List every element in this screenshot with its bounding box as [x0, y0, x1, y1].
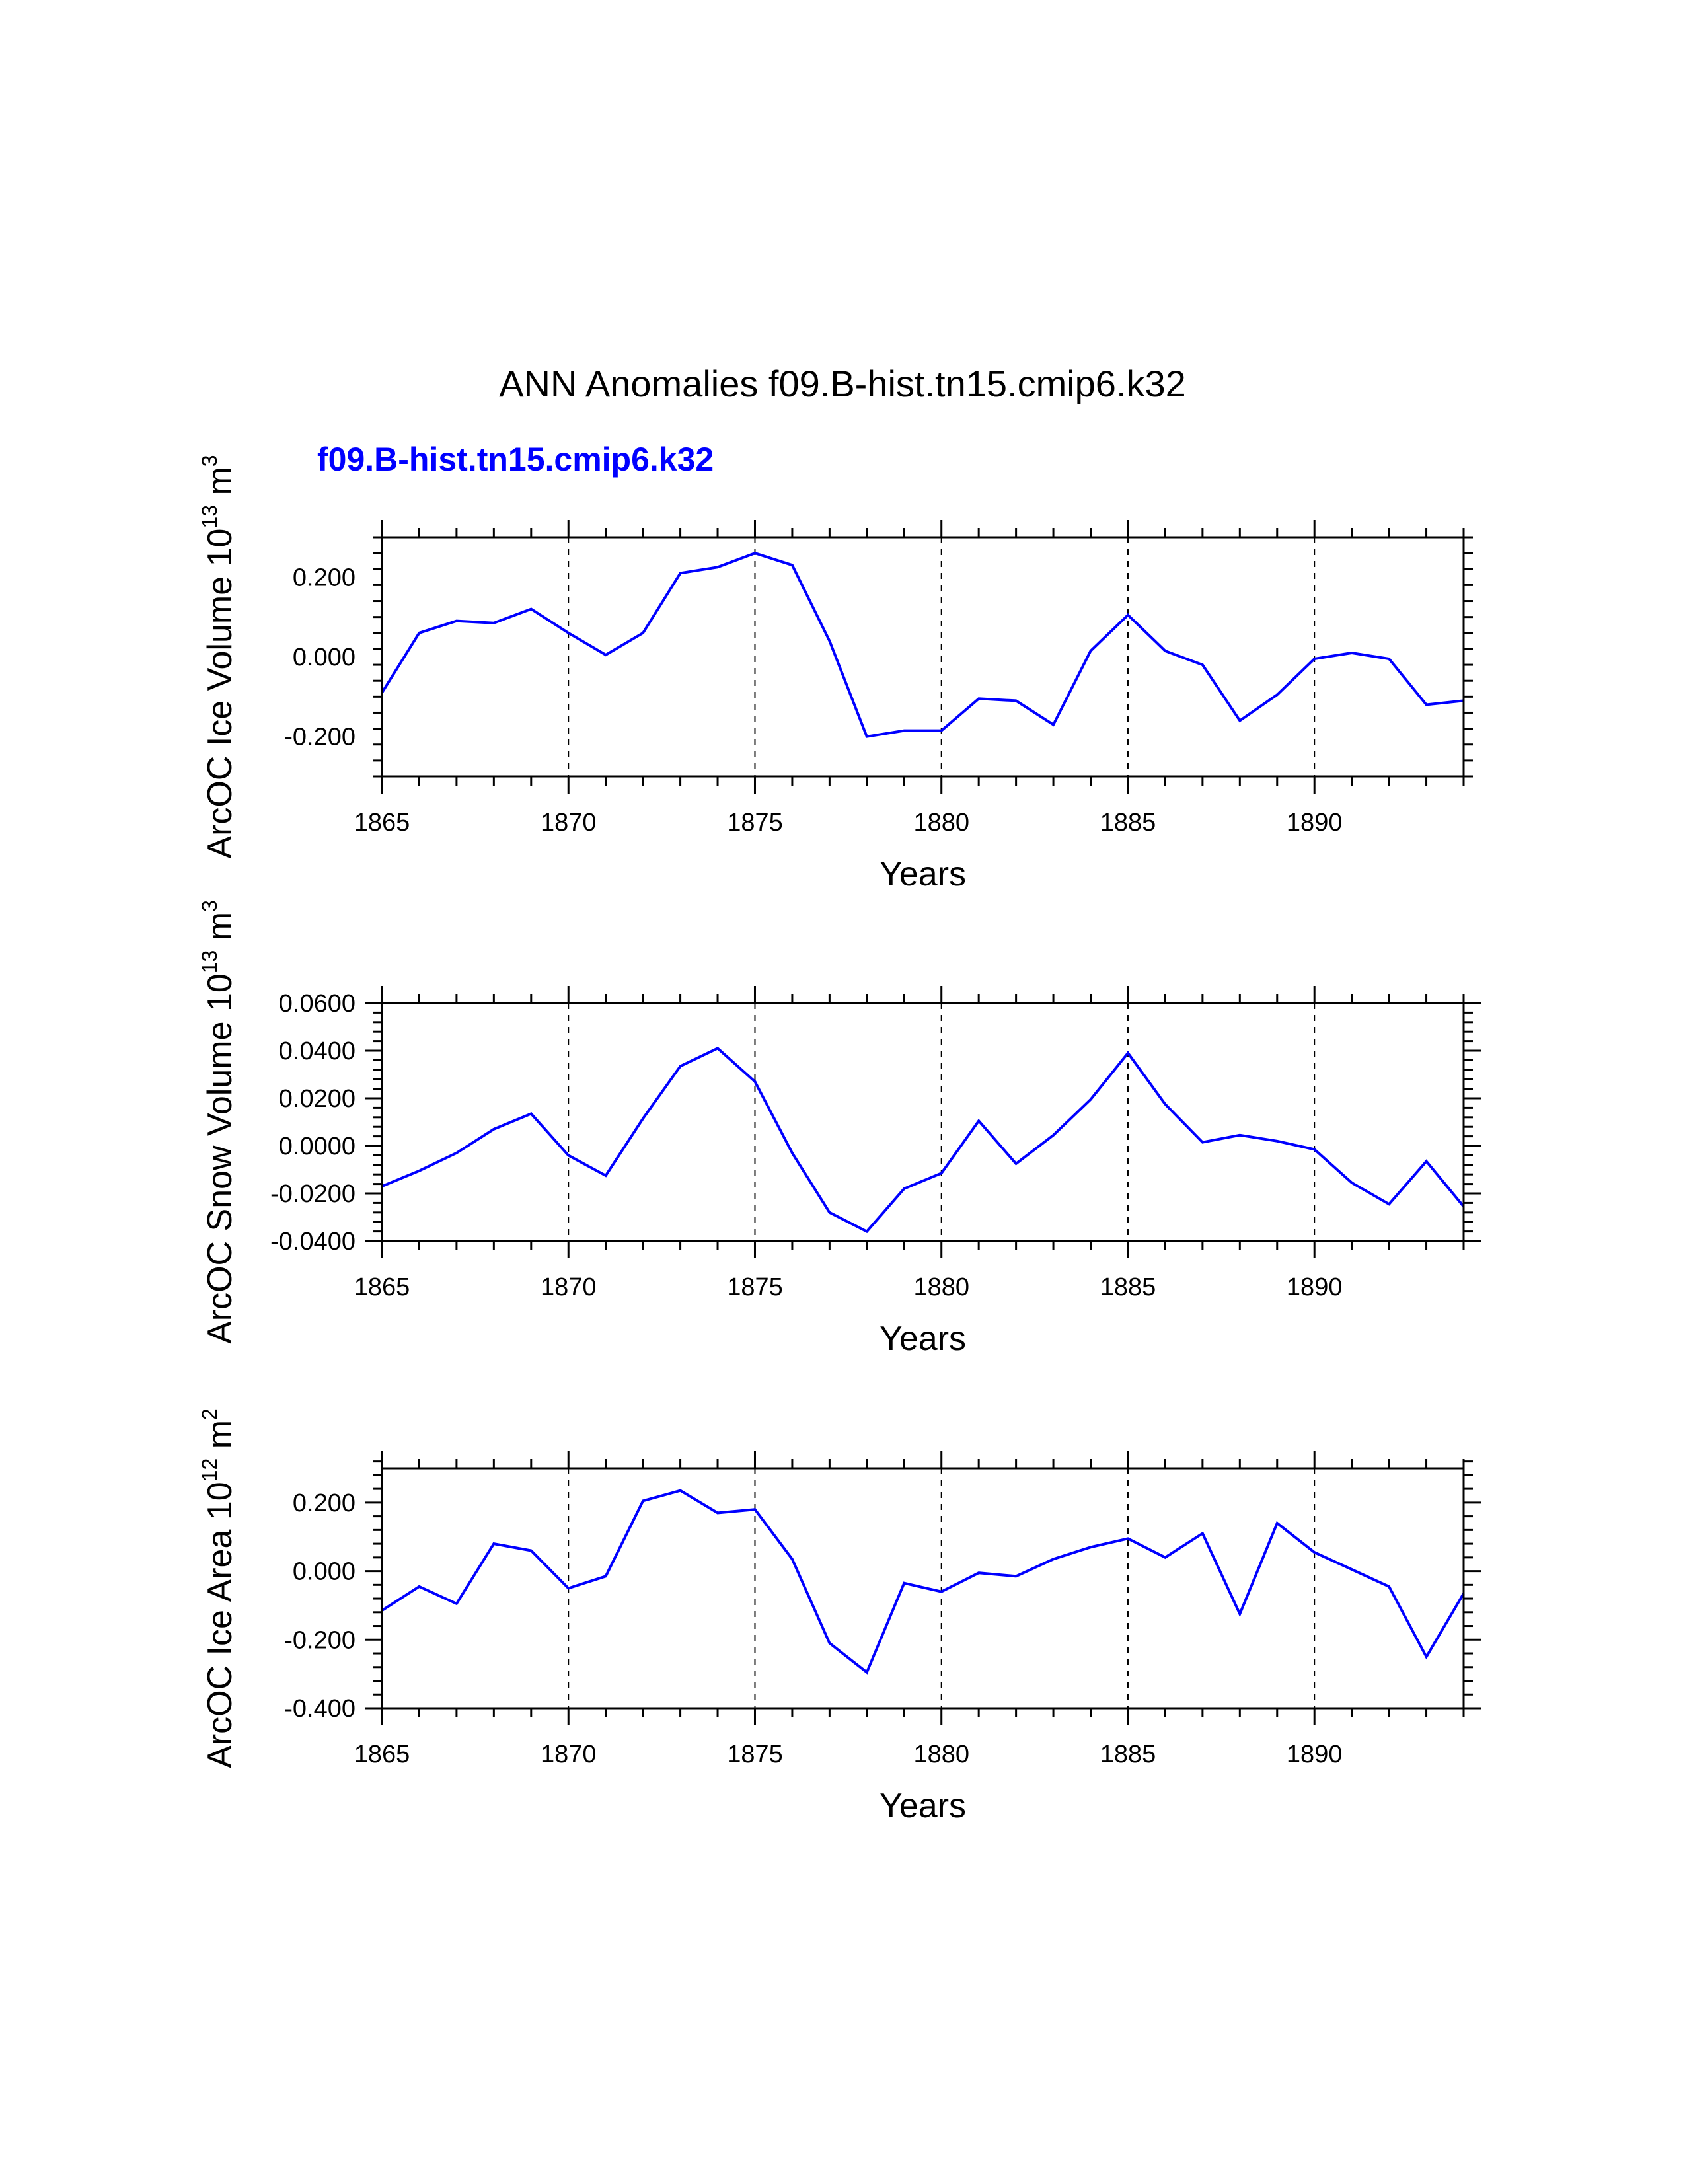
- x-tick-label-1870: 1870: [541, 1741, 597, 1768]
- x-tick-label-1870: 1870: [541, 1273, 597, 1301]
- y-tick-label--0.200: -0.200: [284, 1626, 356, 1654]
- x-tick-label-1890: 1890: [1287, 809, 1343, 837]
- figure-title: ANN Anomalies f09.B-hist.tn15.cmip6.k32: [499, 363, 1186, 404]
- x-tick-label-1880: 1880: [913, 1273, 969, 1301]
- x-tick-label-1875: 1875: [727, 1273, 783, 1301]
- y-axis-title-prefix: ArcOC Ice Area 10: [201, 1482, 239, 1768]
- y-axis-title: ArcOC Ice Area 1012 m2: [198, 1408, 239, 1768]
- x-axis-title: Years: [880, 1787, 966, 1825]
- x-tick-label-1885: 1885: [1100, 809, 1156, 837]
- x-tick-label-1875: 1875: [727, 809, 783, 837]
- panels: -0.200 0.000 0.200 1865 1870 1875 1880 1885 1890…: [198, 455, 1481, 1825]
- y-axis-title: ArcOC Snow Volume 1013 m3: [198, 900, 239, 1344]
- x-tick-label-1865: 1865: [354, 1273, 410, 1301]
- plot-frame: [381, 536, 1465, 778]
- case-label: f09.B-hist.tn15.cmip6.k32: [317, 441, 714, 478]
- series-line-snow-volume: [381, 1047, 1465, 1234]
- y-tick-label-0.000: 0.000: [293, 1558, 356, 1586]
- plot-frame: [381, 1002, 1465, 1242]
- y-axis-title-prefix: ArcOC Ice Volume 10: [201, 529, 239, 859]
- y-tick-label--0.200: -0.200: [284, 724, 356, 751]
- x-tick-label-1875: 1875: [727, 1741, 783, 1768]
- y-axis-title-unit-exp: 3: [198, 900, 221, 912]
- x-tick-label-1890: 1890: [1287, 1273, 1343, 1301]
- panel-ice-volume: -0.200 0.000 0.200 1865 1870 1875 1880 1885 1890…: [198, 455, 1473, 893]
- y-axis-title-prefix: ArcOC Snow Volume 10: [201, 973, 239, 1344]
- series-line-ice-area: [381, 1489, 1465, 1675]
- panel-ice-area: -0.400 -0.200 0.000 0.200 1865 1870 1875 1880 18…: [198, 1408, 1481, 1825]
- y-axis-title-unit: m: [201, 1420, 239, 1458]
- y-tick-label-0.000: 0.000: [293, 644, 356, 671]
- series-line-ice-volume: [381, 551, 1464, 738]
- y-axis-title-exp: 13: [198, 505, 221, 529]
- y-tick-label-0.0200: 0.0200: [279, 1085, 356, 1113]
- x-tick-label-1880: 1880: [913, 1741, 969, 1768]
- y-axis-title-unit: m: [201, 912, 239, 950]
- x-tick-label-1885: 1885: [1100, 1273, 1156, 1301]
- y-tick-label-0.0000: 0.0000: [279, 1133, 356, 1160]
- y-axis-title: ArcOC Ice Volume 1013 m3: [198, 455, 239, 858]
- x-tick-label-1890: 1890: [1287, 1741, 1343, 1768]
- y-axis-title-exp: 13: [198, 950, 221, 974]
- y-tick-label--0.0400: -0.0400: [270, 1228, 356, 1256]
- x-tick-label-1880: 1880: [913, 809, 969, 837]
- y-tick-label-0.0600: 0.0600: [279, 990, 356, 1018]
- y-tick-label-0.200: 0.200: [293, 1489, 356, 1517]
- y-axis-title-unit-exp: 2: [198, 1408, 221, 1420]
- x-axis-title: Years: [880, 1320, 966, 1358]
- x-tick-label-1870: 1870: [541, 809, 597, 837]
- panel-snow-volume: -0.0400 -0.0200 0.0000 0.0200 0.0400 0.0600 18…: [198, 900, 1481, 1358]
- y-tick-label-0.200: 0.200: [293, 564, 356, 591]
- plot-frame: [381, 1467, 1465, 1710]
- y-axis-title-unit-exp: 3: [198, 455, 221, 467]
- y-axis-title-exp: 12: [198, 1458, 221, 1482]
- y-axis-title-unit: m: [201, 467, 239, 505]
- y-tick-label-0.0400: 0.0400: [279, 1037, 356, 1065]
- x-tick-label-1865: 1865: [354, 1741, 410, 1768]
- x-tick-label-1865: 1865: [354, 809, 410, 837]
- x-axis-title: Years: [880, 855, 966, 893]
- y-tick-label--0.0200: -0.0200: [270, 1180, 356, 1208]
- y-tick-label--0.400: -0.400: [284, 1695, 356, 1723]
- x-tick-label-1885: 1885: [1100, 1741, 1156, 1768]
